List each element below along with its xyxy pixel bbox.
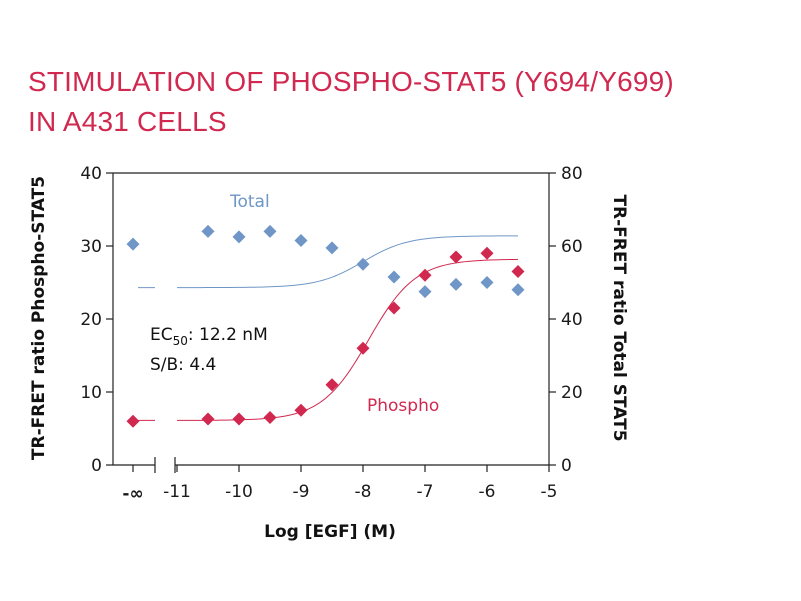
x-tick-label: -7 (417, 482, 434, 502)
point-total (480, 276, 494, 289)
point-total (201, 224, 215, 238)
point-total (418, 285, 432, 299)
ec50-annotation: EC50: 12.2 nM (150, 325, 268, 348)
point-total (263, 224, 277, 238)
point-total-zero-dose (126, 237, 140, 251)
x-tick-label-zero: -∞ (122, 484, 143, 504)
ec50-subscript: 50 (173, 334, 188, 348)
x-tick-label: -11 (163, 482, 191, 502)
point-total (387, 270, 401, 284)
point-total (232, 230, 246, 244)
axes: 0 10 20 30 40 0 20 40 60 80 -11 -10 -9 -8 -7 -6 -5 -∞ (80, 164, 582, 504)
y-left-tick-label: 0 (91, 456, 102, 476)
point-phospho (263, 411, 277, 425)
point-phospho (294, 403, 308, 417)
point-total (356, 257, 370, 271)
y-right-tick-label: 40 (561, 310, 583, 330)
point-phospho (201, 412, 215, 426)
series-label-total: Total (229, 192, 270, 212)
point-phospho-zero-dose (126, 414, 140, 428)
point-phospho (325, 378, 339, 392)
point-phospho (511, 265, 525, 279)
chart-title: STIMULATION OF PHOSPHO-STAT5 (Y694/Y699)… (28, 62, 788, 142)
chart-title-line-2: IN A431 CELLS (28, 106, 227, 137)
point-total (325, 241, 339, 255)
point-total (511, 283, 525, 297)
y-axis-right-title: TR-FRET ratio Total STAT5 (609, 194, 629, 441)
y-right-tick-label: 20 (561, 383, 583, 403)
y-axis-left-title: TR-FRET ratio Phospho-STAT5 (29, 176, 49, 460)
point-phospho (356, 341, 370, 355)
point-phospho (387, 301, 401, 315)
y-right-tick-label: 0 (561, 456, 572, 476)
ec50-prefix: EC (150, 325, 173, 345)
fit-curve-total (177, 235, 519, 289)
y-left-tick-label: 40 (80, 164, 102, 184)
y-right-tick-label: 60 (561, 237, 583, 257)
y-right-tick-label: 80 (561, 164, 583, 184)
y-left-tick-label: 10 (80, 383, 102, 403)
chart-labels: Total Phospho EC50: 12.2 nM S/B: 4.4 Log… (29, 176, 629, 542)
y-left-tick-label: 30 (80, 237, 102, 257)
x-tick-label: -10 (225, 482, 253, 502)
point-total (294, 234, 308, 248)
point-phospho (449, 250, 463, 264)
x-tick-label: -5 (541, 482, 558, 502)
x-tick-label: -6 (479, 482, 496, 502)
point-phospho (480, 246, 494, 260)
y-left-tick-label: 20 (80, 310, 102, 330)
x-tick-label: -9 (293, 482, 310, 502)
point-phospho (418, 268, 432, 282)
point-phospho (232, 412, 246, 426)
ec50-value: : 12.2 nM (188, 325, 268, 345)
x-axis-title: Log [EGF] (M) (264, 522, 396, 542)
signal-background-annotation: S/B: 4.4 (150, 355, 216, 375)
series-label-phospho: Phospho (367, 396, 439, 416)
point-total (449, 277, 463, 291)
x-tick-label: -8 (355, 482, 372, 502)
data-points (126, 224, 525, 428)
chart-title-line-1: STIMULATION OF PHOSPHO-STAT5 (Y694/Y699) (28, 66, 674, 97)
